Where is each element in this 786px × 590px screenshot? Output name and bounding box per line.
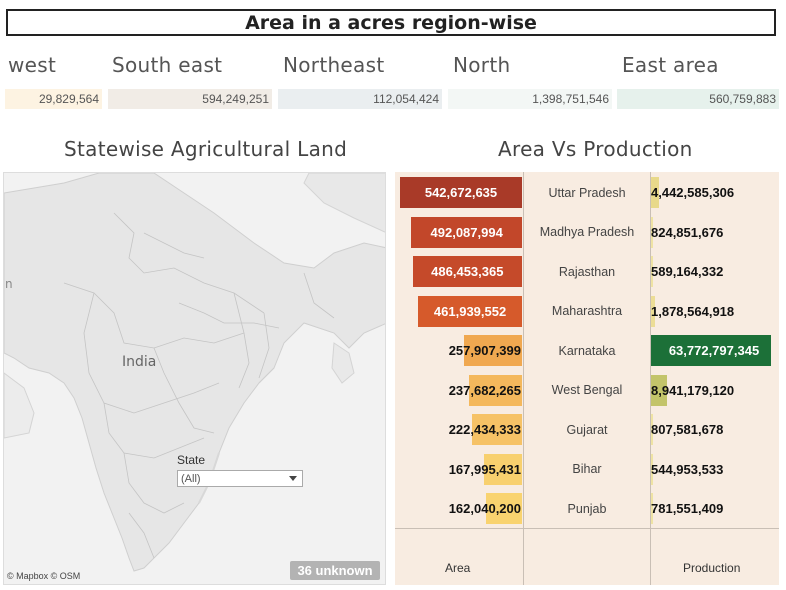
area-value: 167,995,431 bbox=[448, 461, 521, 477]
dashboard-title: Area in a acres region-wise bbox=[6, 9, 776, 36]
production-value: 544,953,533 bbox=[651, 461, 724, 477]
area-value: 492,087,994 bbox=[430, 224, 503, 240]
production-value: 781,551,409 bbox=[651, 501, 724, 516]
column-divider-left bbox=[523, 172, 524, 585]
region-label: East area bbox=[622, 53, 719, 77]
column-divider-right bbox=[650, 172, 651, 585]
area-value: 222,434,333 bbox=[448, 422, 521, 437]
production-value: 8,941,179,120 bbox=[651, 382, 735, 398]
column-header-area: Area bbox=[445, 561, 471, 575]
region-label: west bbox=[8, 53, 57, 77]
state-filter-label: State bbox=[177, 453, 206, 467]
area-bar[interactable] bbox=[468, 374, 522, 406]
production-value: 589,164,332 bbox=[651, 264, 724, 279]
region-value-bar[interactable]: 1,398,751,546 bbox=[448, 89, 612, 109]
area-value: 461,939,552 bbox=[433, 303, 507, 319]
area-value: 162,040,200 bbox=[448, 501, 521, 516]
area-bar[interactable] bbox=[412, 256, 522, 287]
production-bar[interactable] bbox=[651, 256, 653, 287]
region-label: North bbox=[453, 53, 511, 77]
production-bar[interactable] bbox=[651, 414, 653, 445]
production-bar[interactable] bbox=[651, 335, 771, 366]
state-name[interactable]: West Bengal bbox=[551, 383, 623, 397]
production-value: 807,581,678 bbox=[651, 422, 724, 437]
state-dropdown-value: (All) bbox=[181, 472, 201, 485]
area-value: 486,453,365 bbox=[431, 264, 504, 279]
production-bar[interactable] bbox=[651, 177, 659, 208]
region-value-bar[interactable]: 560,759,883 bbox=[617, 89, 779, 109]
map-edge-label: n bbox=[5, 277, 13, 291]
area-bar[interactable] bbox=[464, 335, 522, 366]
area-vs-production-table: Area Production 542,672,635 Uttar Pradesh… bbox=[395, 172, 779, 585]
production-bar[interactable] bbox=[651, 493, 653, 524]
chevron-down-icon[interactable] bbox=[289, 476, 297, 481]
production-bar[interactable] bbox=[651, 216, 653, 248]
production-bar[interactable] bbox=[651, 374, 667, 406]
state-name[interactable]: Bihar bbox=[572, 462, 602, 476]
production-value: 4,442,585,306 bbox=[651, 185, 735, 200]
area-bar[interactable] bbox=[484, 453, 522, 485]
area-bar[interactable] bbox=[411, 216, 522, 248]
state-filter: State (All) bbox=[177, 453, 303, 487]
state-name[interactable]: Maharashtra bbox=[551, 304, 623, 318]
area-bar[interactable] bbox=[471, 414, 522, 445]
state-dropdown[interactable]: (All) bbox=[177, 470, 303, 487]
area-value: 237,682,265 bbox=[448, 382, 521, 398]
state-name[interactable]: Uttar Pradesh bbox=[548, 185, 626, 200]
area-bar[interactable] bbox=[400, 177, 522, 208]
region-label: Northeast bbox=[283, 53, 385, 77]
map-canvas: n India bbox=[4, 173, 385, 584]
state-name[interactable]: Rajasthan bbox=[558, 264, 616, 279]
state-name[interactable]: Punjab bbox=[567, 501, 607, 516]
area-value: 542,672,635 bbox=[424, 185, 498, 200]
region-value-bar[interactable]: 594,249,251 bbox=[108, 89, 272, 109]
india-map[interactable]: n India State (All) © Mapbox © OSM 36 un… bbox=[3, 172, 386, 585]
map-attribution[interactable]: © Mapbox © OSM bbox=[7, 571, 81, 581]
area-bar[interactable] bbox=[485, 493, 522, 524]
state-name[interactable]: Gujarat bbox=[566, 422, 608, 437]
area-bar[interactable] bbox=[418, 295, 522, 327]
production-bar[interactable] bbox=[651, 453, 653, 485]
production-bar[interactable] bbox=[651, 295, 655, 327]
production-value: 63,772,797,345 bbox=[668, 343, 760, 358]
map-title: Statewise Agricultural Land bbox=[64, 137, 348, 161]
map-country-label: India bbox=[122, 354, 156, 370]
state-name[interactable]: Madhya Pradesh bbox=[539, 225, 635, 239]
region-label: South east bbox=[112, 53, 223, 77]
chart-title: Area Vs Production bbox=[498, 137, 693, 161]
state-name[interactable]: Karnataka bbox=[558, 343, 616, 358]
column-header-production: Production bbox=[683, 561, 741, 575]
production-value: 824,851,676 bbox=[651, 224, 724, 240]
footer-divider bbox=[395, 528, 779, 529]
unknown-badge[interactable]: 36 unknown bbox=[290, 561, 380, 580]
production-value: 1,878,564,918 bbox=[651, 303, 735, 319]
region-value-bar[interactable]: 29,829,564 bbox=[5, 89, 102, 109]
region-value-bar[interactable]: 112,054,424 bbox=[278, 89, 442, 109]
area-value: 257,907,399 bbox=[448, 343, 521, 358]
